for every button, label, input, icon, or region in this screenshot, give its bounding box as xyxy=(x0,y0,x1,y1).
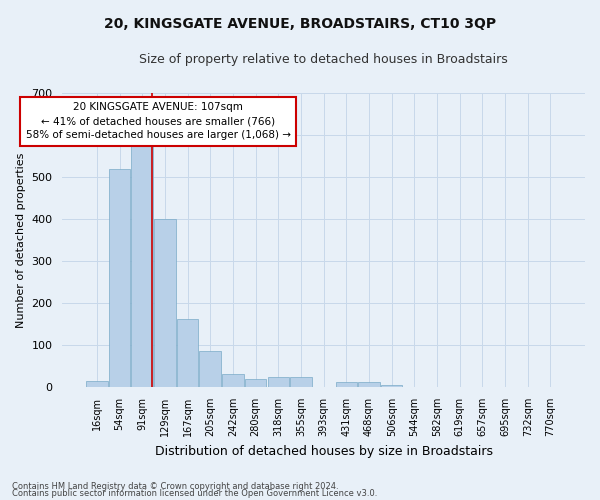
Bar xyxy=(109,168,130,387)
Bar xyxy=(290,376,312,387)
Text: Contains public sector information licensed under the Open Government Licence v3: Contains public sector information licen… xyxy=(12,490,377,498)
Bar xyxy=(358,382,380,387)
Bar xyxy=(381,385,403,387)
Text: 20, KINGSGATE AVENUE, BROADSTAIRS, CT10 3QP: 20, KINGSGATE AVENUE, BROADSTAIRS, CT10 … xyxy=(104,18,496,32)
Y-axis label: Number of detached properties: Number of detached properties xyxy=(16,152,26,328)
Text: 20 KINGSGATE AVENUE: 107sqm
← 41% of detached houses are smaller (766)
58% of se: 20 KINGSGATE AVENUE: 107sqm ← 41% of det… xyxy=(26,102,290,141)
Bar xyxy=(199,351,221,387)
Title: Size of property relative to detached houses in Broadstairs: Size of property relative to detached ho… xyxy=(139,52,508,66)
Bar xyxy=(222,374,244,387)
X-axis label: Distribution of detached houses by size in Broadstairs: Distribution of detached houses by size … xyxy=(155,444,493,458)
Bar xyxy=(335,382,357,387)
Bar xyxy=(86,381,107,387)
Bar xyxy=(245,378,266,387)
Text: Contains HM Land Registry data © Crown copyright and database right 2024.: Contains HM Land Registry data © Crown c… xyxy=(12,482,338,491)
Bar xyxy=(177,318,199,387)
Bar xyxy=(154,219,176,387)
Bar xyxy=(131,144,153,387)
Bar xyxy=(268,376,289,387)
